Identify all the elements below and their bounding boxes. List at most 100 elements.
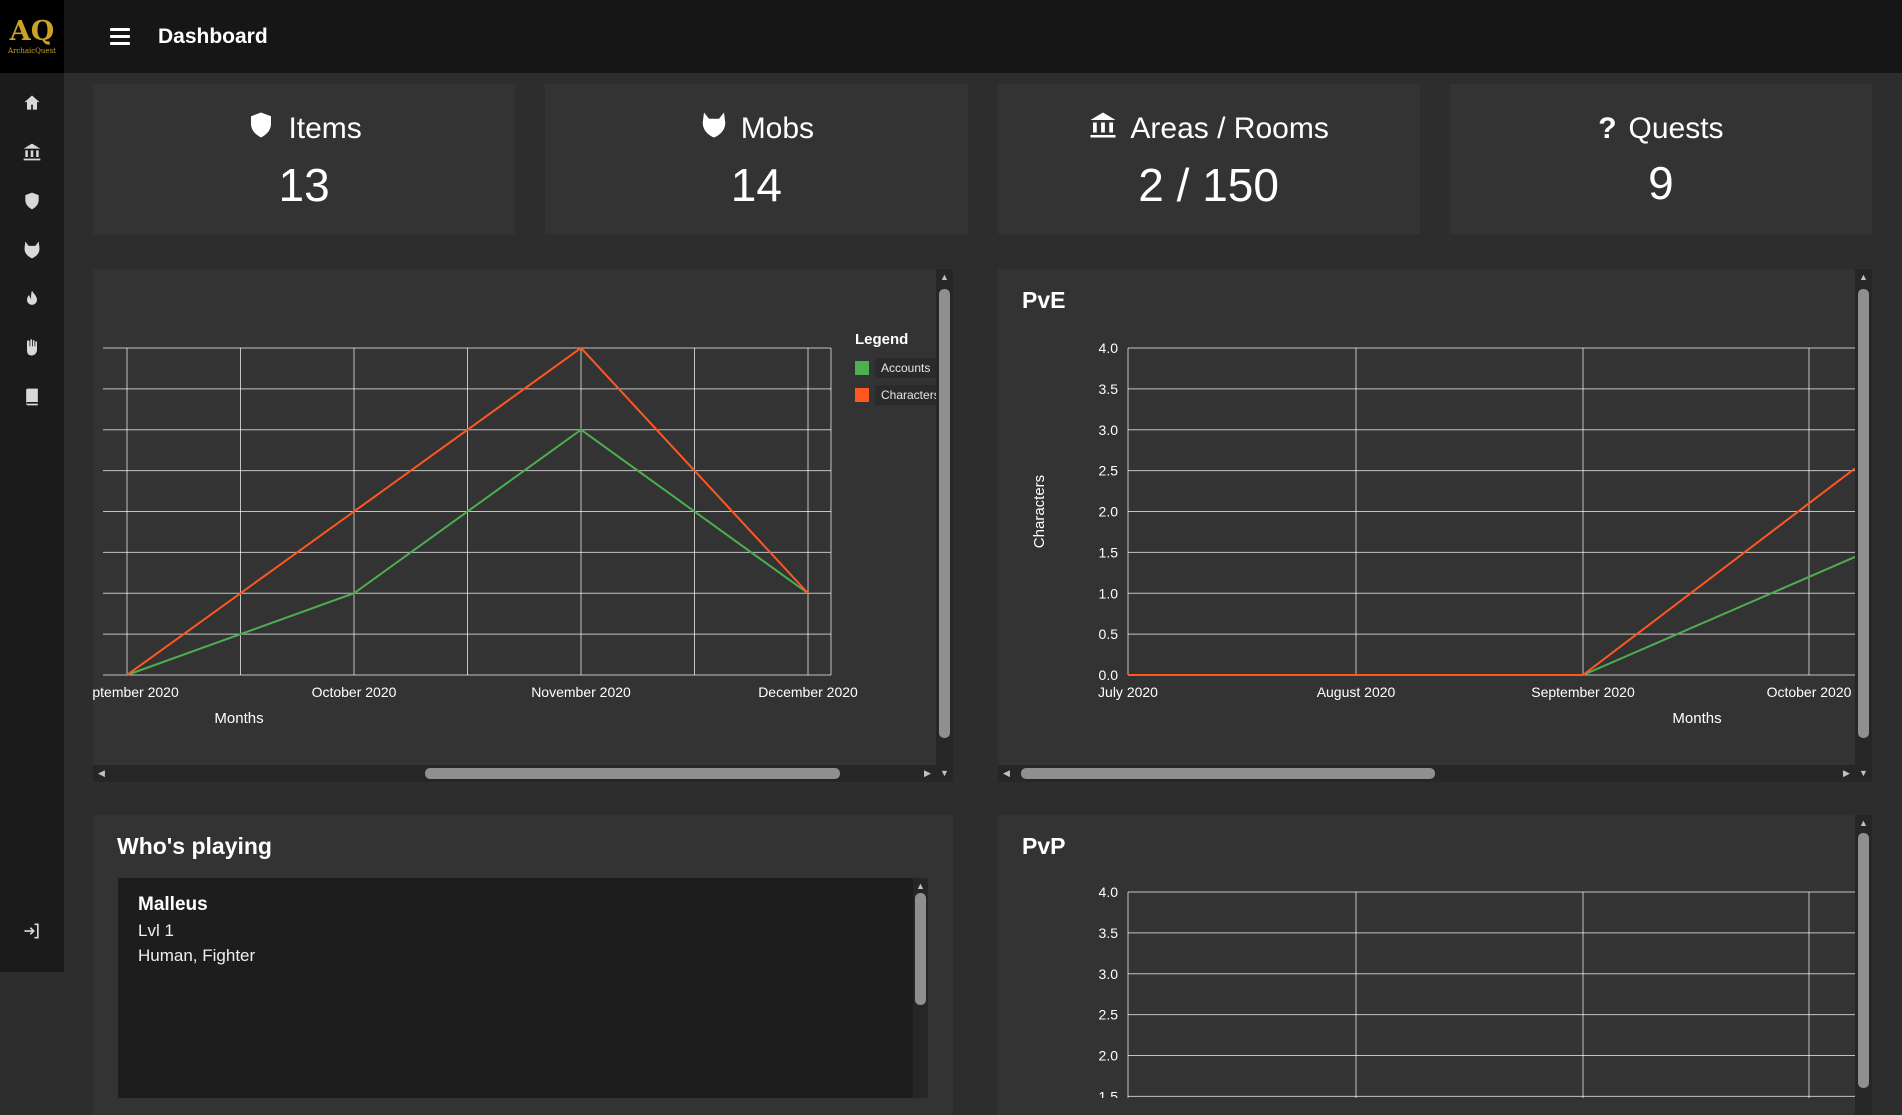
svg-text:September 2020: September 2020	[1531, 684, 1635, 700]
items-shield-icon	[22, 191, 42, 216]
areas-icon	[22, 142, 42, 167]
logout-icon	[22, 921, 42, 946]
vertical-scrollbar[interactable]: ▲ ▼	[1855, 269, 1872, 782]
svg-text:2.5: 2.5	[1099, 463, 1119, 479]
stat-label: Quests	[1628, 112, 1724, 145]
pve-chart: 4.0 3.5 3.0 2.5 2.0 1.5 1.0 0.5 0.0 July 2020 Augu…	[998, 269, 1855, 765]
stats-row: Items 13 Mobs 14 Areas / Rooms 2 / 150 ?…	[93, 84, 1872, 234]
vertical-scrollbar[interactable]: ▲	[913, 878, 928, 1098]
pvp-panel: PvP 4.03.53.02.52.01.51.00.50.0 ▲	[998, 815, 1872, 1115]
app-logo[interactable]: AQ ArchaicQuest	[0, 0, 64, 73]
players-list: Malleus Lvl 1 Human, Fighter ▲	[118, 878, 928, 1098]
home-icon	[22, 93, 42, 118]
svg-text:3.0: 3.0	[1099, 422, 1119, 438]
scrollbar-thumb[interactable]	[915, 893, 926, 1005]
accounts-characters-panel: September 2020 October 2020 November 2020 D…	[93, 269, 953, 782]
vertical-scrollbar[interactable]: ▲ ▼	[936, 269, 953, 782]
stat-label: Areas / Rooms	[1130, 112, 1329, 145]
stat-value: 2 / 150	[1138, 159, 1279, 211]
svg-text:December 2020: December 2020	[758, 684, 858, 700]
svg-text:1.5: 1.5	[1099, 544, 1119, 560]
scroll-up-icon[interactable]: ▲	[916, 881, 925, 891]
whos-playing-panel: Who's playing Malleus Lvl 1 Human, Fight…	[93, 815, 953, 1115]
stat-card-items: Items 13	[93, 84, 516, 234]
legend-item[interactable]: Characters	[855, 385, 946, 405]
stat-value: 14	[730, 159, 782, 211]
sidebar-item-items[interactable]	[8, 179, 56, 228]
vertical-scrollbar[interactable]: ▲	[1855, 815, 1872, 1115]
horizontal-scrollbar[interactable]: ◀ ▶	[998, 765, 1855, 782]
legend-swatch-icon	[855, 361, 869, 375]
svg-text:1.0: 1.0	[1099, 585, 1119, 601]
svg-text:August 2020: August 2020	[1317, 684, 1396, 700]
stat-value: 13	[278, 159, 330, 211]
scrollbar-thumb[interactable]	[1021, 768, 1435, 779]
legend-title: Legend	[855, 331, 909, 348]
svg-text:July 2020: July 2020	[1098, 684, 1158, 700]
sidebar-item-areas[interactable]	[8, 130, 56, 179]
mobs-icon	[22, 240, 42, 265]
stat-label: Mobs	[740, 112, 815, 145]
scroll-down-icon[interactable]: ▼	[940, 768, 949, 778]
svg-text:4.0: 4.0	[1099, 340, 1119, 356]
svg-text:2.0: 2.0	[1099, 504, 1119, 520]
scrollbar-thumb[interactable]	[939, 288, 950, 739]
scroll-up-icon[interactable]: ▲	[1859, 818, 1868, 828]
scroll-left-icon[interactable]: ◀	[1003, 768, 1010, 778]
pve-panel: PvE 4.0 3.5 3.0 2.5 2.0 1.5 1.0 0.5 0.0 July 2020…	[998, 269, 1872, 782]
svg-text:3.5: 3.5	[1099, 381, 1119, 397]
player-level: Lvl 1	[138, 921, 174, 940]
top-bar: AQ ArchaicQuest Dashboard	[0, 0, 1902, 73]
scrollbar-thumb[interactable]	[425, 768, 840, 779]
pvp-chart: 4.03.53.02.52.01.51.00.50.0	[998, 815, 1855, 1098]
svg-text:3.0: 3.0	[1099, 966, 1119, 982]
sidebar-item-mobs[interactable]	[8, 228, 56, 277]
svg-text:September 2020: September 2020	[93, 684, 179, 700]
quest-book-icon	[22, 387, 42, 412]
player-details: Human, Fighter	[138, 946, 256, 965]
question-icon: ?	[1598, 112, 1617, 145]
legend-swatch-icon	[855, 388, 869, 402]
svg-text:Months: Months	[214, 710, 263, 727]
svg-text:October 2020: October 2020	[312, 684, 397, 700]
svg-text:1.5: 1.5	[1099, 1088, 1119, 1098]
scroll-up-icon[interactable]: ▲	[1859, 272, 1868, 282]
sidebar-item-skills[interactable]	[8, 326, 56, 375]
scroll-right-icon[interactable]: ▶	[1843, 768, 1850, 778]
svg-text:4.0: 4.0	[1099, 884, 1119, 900]
horizontal-scrollbar[interactable]: ◀ ▶	[93, 765, 936, 782]
sidebar-item-home[interactable]	[8, 81, 56, 130]
scrollbar-thumb[interactable]	[1858, 832, 1869, 1088]
whos-playing-title: Who's playing	[117, 833, 272, 859]
svg-text:2.5: 2.5	[1099, 1007, 1119, 1023]
menu-icon[interactable]	[104, 22, 136, 51]
player-name: Malleus	[138, 894, 208, 915]
areas-icon	[1088, 110, 1118, 148]
accounts-characters-chart: September 2020 October 2020 November 2020 D…	[93, 269, 936, 765]
sidebar	[0, 73, 64, 972]
sidebar-item-quests[interactable]	[8, 375, 56, 424]
legend-item[interactable]: Accounts	[855, 358, 941, 378]
logo-text: AQ	[9, 16, 55, 47]
svg-text:November 2020: November 2020	[531, 684, 631, 700]
svg-text:0.5: 0.5	[1099, 626, 1119, 642]
pve-title: PvE	[1022, 287, 1066, 313]
legend-label: Characters	[875, 385, 946, 405]
scroll-up-icon[interactable]: ▲	[940, 272, 949, 282]
svg-text:3.5: 3.5	[1099, 925, 1119, 941]
scrollbar-thumb[interactable]	[1858, 288, 1869, 739]
stat-card-mobs: Mobs 14	[545, 84, 968, 234]
mob-icon	[699, 110, 729, 148]
stat-card-areas: Areas / Rooms 2 / 150	[997, 84, 1420, 234]
spells-flame-icon	[22, 289, 42, 314]
player-row: Malleus Lvl 1 Human, Fighter	[118, 878, 928, 968]
scroll-left-icon[interactable]: ◀	[98, 768, 105, 778]
scroll-right-icon[interactable]: ▶	[924, 768, 931, 778]
stat-card-quests: ? Quests 9	[1449, 84, 1872, 234]
svg-text:October 2020: October 2020	[1767, 684, 1852, 700]
svg-text:2.0: 2.0	[1099, 1048, 1119, 1064]
logout-button[interactable]	[8, 909, 56, 958]
scroll-down-icon[interactable]: ▼	[1859, 768, 1868, 778]
sidebar-item-spells[interactable]	[8, 277, 56, 326]
svg-text:Characters: Characters	[1031, 475, 1048, 548]
